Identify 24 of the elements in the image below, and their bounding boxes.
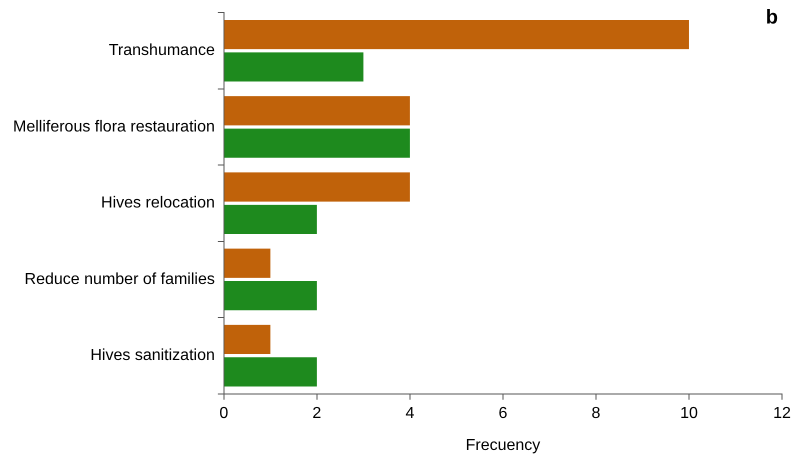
- y-tick-label: Melliferous flora restauration: [12, 118, 215, 136]
- bar: [224, 172, 410, 202]
- x-tick-label: 10: [680, 405, 698, 422]
- x-tick-label: 12: [773, 405, 791, 422]
- x-tick-label: 2: [312, 405, 322, 422]
- y-tick-label: Reduce number of families: [24, 270, 215, 288]
- bar: [224, 248, 270, 278]
- bar: [224, 281, 317, 310]
- y-tick-label: Transhumance: [108, 42, 215, 60]
- bar: [224, 357, 317, 386]
- bar: [224, 96, 410, 126]
- y-tick-label: Hives relocation: [101, 194, 215, 212]
- bar: [224, 204, 317, 234]
- x-tick-label: 0: [219, 405, 228, 422]
- bar: [224, 324, 270, 354]
- x-tick-label: 6: [498, 405, 508, 422]
- bar: [224, 52, 364, 82]
- bar: [224, 128, 410, 158]
- y-tick-label: Hives sanitization: [90, 347, 215, 364]
- bar: [224, 20, 689, 50]
- x-tick-label: 4: [405, 405, 414, 422]
- x-axis-title: Frecuency: [466, 436, 540, 454]
- x-tick-label: 8: [592, 405, 601, 422]
- annotation: b: [766, 6, 778, 29]
